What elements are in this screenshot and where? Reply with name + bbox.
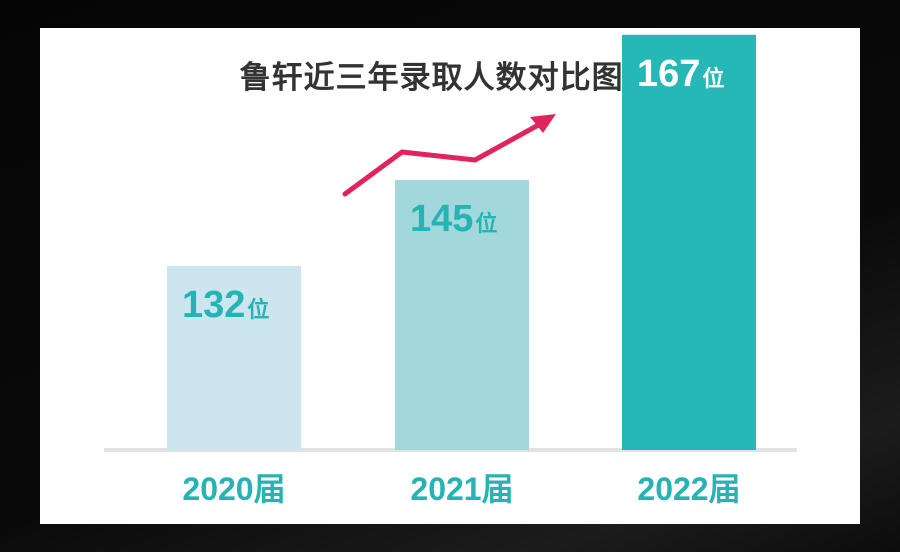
bar-2022届 — [622, 34, 756, 451]
bar-2020届 — [167, 265, 301, 450]
bar-2021届 — [395, 180, 529, 450]
category-label: 2020届 — [182, 471, 285, 507]
bar-value-label: 145位 — [410, 198, 497, 240]
category-label: 2021届 — [410, 471, 513, 507]
category-label: 2022届 — [637, 471, 740, 507]
trend-arrow-line — [342, 120, 545, 197]
bar-value-label: 167位 — [637, 53, 724, 95]
chart-title: 鲁轩近三年录取人数对比图 ▼ — [239, 60, 661, 96]
trend-arrow-head — [530, 114, 556, 133]
bar-value-label: 132位 — [182, 284, 269, 326]
